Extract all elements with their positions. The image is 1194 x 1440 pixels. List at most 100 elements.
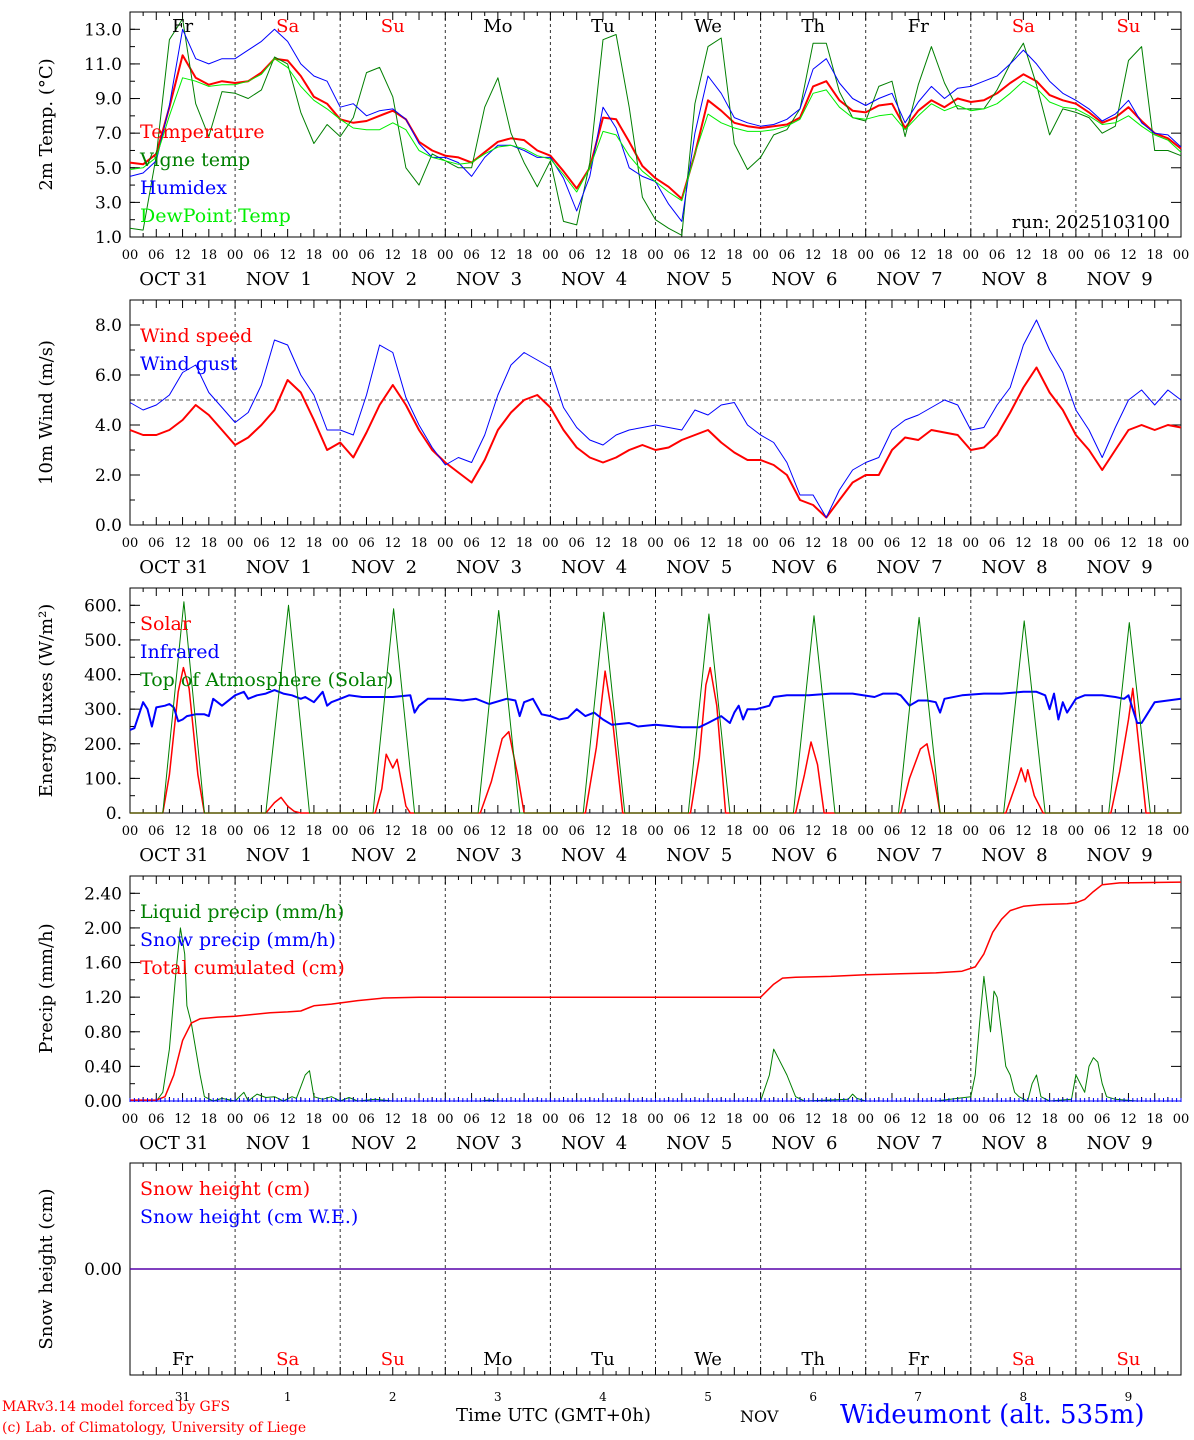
energy-legend-0: Solar: [140, 613, 192, 635]
energy-hour-label: 06: [568, 824, 585, 839]
lab-credit: (c) Lab. of Climatology, University of L…: [2, 1420, 307, 1436]
temp-hour-label: 18: [201, 248, 218, 263]
precip-hour-label: 06: [568, 1112, 585, 1127]
temp-ytick-label: 3.0: [95, 193, 122, 213]
snow-day-name: Su: [381, 1349, 405, 1370]
wind-hour-label: 06: [568, 536, 585, 551]
wind-hour-label: 12: [1015, 536, 1032, 551]
wind-hour-label: 18: [1041, 536, 1058, 551]
wind-hour-label: 12: [490, 536, 507, 551]
precip-hour-label: 06: [989, 1112, 1006, 1127]
temp-hour-label: 18: [621, 248, 638, 263]
energy-hour-label: 12: [595, 824, 612, 839]
energy-ytick-label: 400.: [84, 666, 122, 686]
temp-hour-label: 00: [1068, 248, 1085, 263]
snow-day-number: 9: [1125, 1390, 1133, 1404]
energy-hour-label: 12: [384, 824, 401, 839]
temp-day-name: Mo: [483, 16, 512, 37]
wind-hour-label: 18: [621, 536, 638, 551]
wind-hour-label: 00: [1068, 536, 1085, 551]
wind-hour-label: 18: [411, 536, 428, 551]
snow-day-name: We: [694, 1349, 722, 1370]
wind-hour-label: 06: [884, 536, 901, 551]
precip-hour-label: 06: [463, 1112, 480, 1127]
temp-date-label: NOV 2: [351, 269, 417, 290]
temp-date-label: NOV 9: [1087, 269, 1153, 290]
energy-date-label: NOV 4: [561, 845, 627, 866]
temp-ylabel: 2m Temp. (°C): [36, 58, 57, 190]
energy-legend-1: Infrared: [140, 641, 220, 663]
wind-hour-label: 06: [463, 536, 480, 551]
energy-hour-label: 18: [621, 824, 638, 839]
energy-hour-label: 00: [227, 824, 244, 839]
precip-hour-label: 06: [358, 1112, 375, 1127]
energy-hour-label: 12: [700, 824, 717, 839]
snow-day-name: Mo: [483, 1349, 512, 1370]
precip-date-label: NOV 9: [1087, 1133, 1153, 1154]
model-credit: MARv3.14 model forced by GFS: [2, 1399, 231, 1415]
energy-hour-label: 00: [437, 824, 454, 839]
temp-hour-label: 12: [174, 248, 191, 263]
temp-date-label: NOV 7: [876, 269, 942, 290]
wind-hour-label: 18: [726, 536, 743, 551]
precip-hour-label: 12: [1120, 1112, 1137, 1127]
precip-legend-1: Snow precip (mm/h): [140, 929, 336, 951]
wind-hour-label: 06: [674, 536, 691, 551]
wind-frame: [129, 299, 1182, 526]
temp-hour-label: 06: [674, 248, 691, 263]
temp-hour-label: 00: [437, 248, 454, 263]
snow-day-name: Th: [801, 1349, 825, 1370]
snow-ytick-label: 0.00: [84, 1260, 122, 1280]
precip-hour-label: 18: [306, 1112, 323, 1127]
precip-hour-label: 12: [279, 1112, 296, 1127]
snow-day-number: 8: [1020, 1390, 1028, 1404]
precip-hour-label: 18: [621, 1112, 638, 1127]
energy-hour-label: 00: [752, 824, 769, 839]
wind-ytick-label: 0.0: [95, 516, 122, 536]
temp-ytick-label: 1.0: [95, 228, 122, 248]
temp-hour-label: 12: [490, 248, 507, 263]
precip-hour-label: 18: [516, 1112, 533, 1127]
temp-ytick-label: 9.0: [95, 90, 122, 110]
precip-ytick-label: 0.40: [84, 1057, 122, 1077]
snow-legend-1: Snow height (cm W.E.): [140, 1206, 358, 1228]
temp-hour-label-end: 00: [1173, 248, 1190, 263]
energy-hour-label: 18: [1041, 824, 1058, 839]
wind-hour-label: 00: [542, 536, 559, 551]
energy-hour-label: 18: [831, 824, 848, 839]
precip-hour-label: 06: [884, 1112, 901, 1127]
wind-hour-label: 00: [857, 536, 874, 551]
energy-hour-label-end: 00: [1173, 824, 1190, 839]
wind-hour-label: 18: [306, 536, 323, 551]
month-label: NOV: [740, 1407, 779, 1426]
energy-hour-label: 00: [1068, 824, 1085, 839]
precip-hour-label: 00: [963, 1112, 980, 1127]
wind-hour-label-end: 00: [1173, 536, 1190, 551]
energy-hour-label: 00: [647, 824, 664, 839]
snow-ylabel: Snow height (cm): [36, 1188, 57, 1349]
energy-hour-label: 12: [174, 824, 191, 839]
snow-day-number: 1: [284, 1390, 292, 1404]
energy-hour-label: 06: [463, 824, 480, 839]
temp-hour-label: 06: [989, 248, 1006, 263]
snow-day-name: Sa: [1012, 1349, 1035, 1370]
precip-hour-label: 00: [752, 1112, 769, 1127]
precip-hour-label: 12: [595, 1112, 612, 1127]
energy-date-label: NOV 8: [982, 845, 1048, 866]
temp-hour-label: 18: [411, 248, 428, 263]
energy-date-label: NOV 3: [456, 845, 522, 866]
temp-date-label: NOV 4: [561, 269, 627, 290]
temp-day-name: Fr: [908, 16, 929, 37]
wind-series-wind-speed: [129, 366, 1182, 519]
energy-hour-label: 18: [201, 824, 218, 839]
temp-date-label: NOV 5: [666, 269, 732, 290]
precip-hour-label: 12: [490, 1112, 507, 1127]
wind-ytick-label: 8.0: [95, 316, 122, 336]
precip-hour-label: 06: [779, 1112, 796, 1127]
wind-hour-label: 12: [174, 536, 191, 551]
precip-hour-label: 06: [253, 1112, 270, 1127]
energy-hour-label: 06: [989, 824, 1006, 839]
precip-hour-label: 00: [647, 1112, 664, 1127]
temp-hour-label: 00: [857, 248, 874, 263]
